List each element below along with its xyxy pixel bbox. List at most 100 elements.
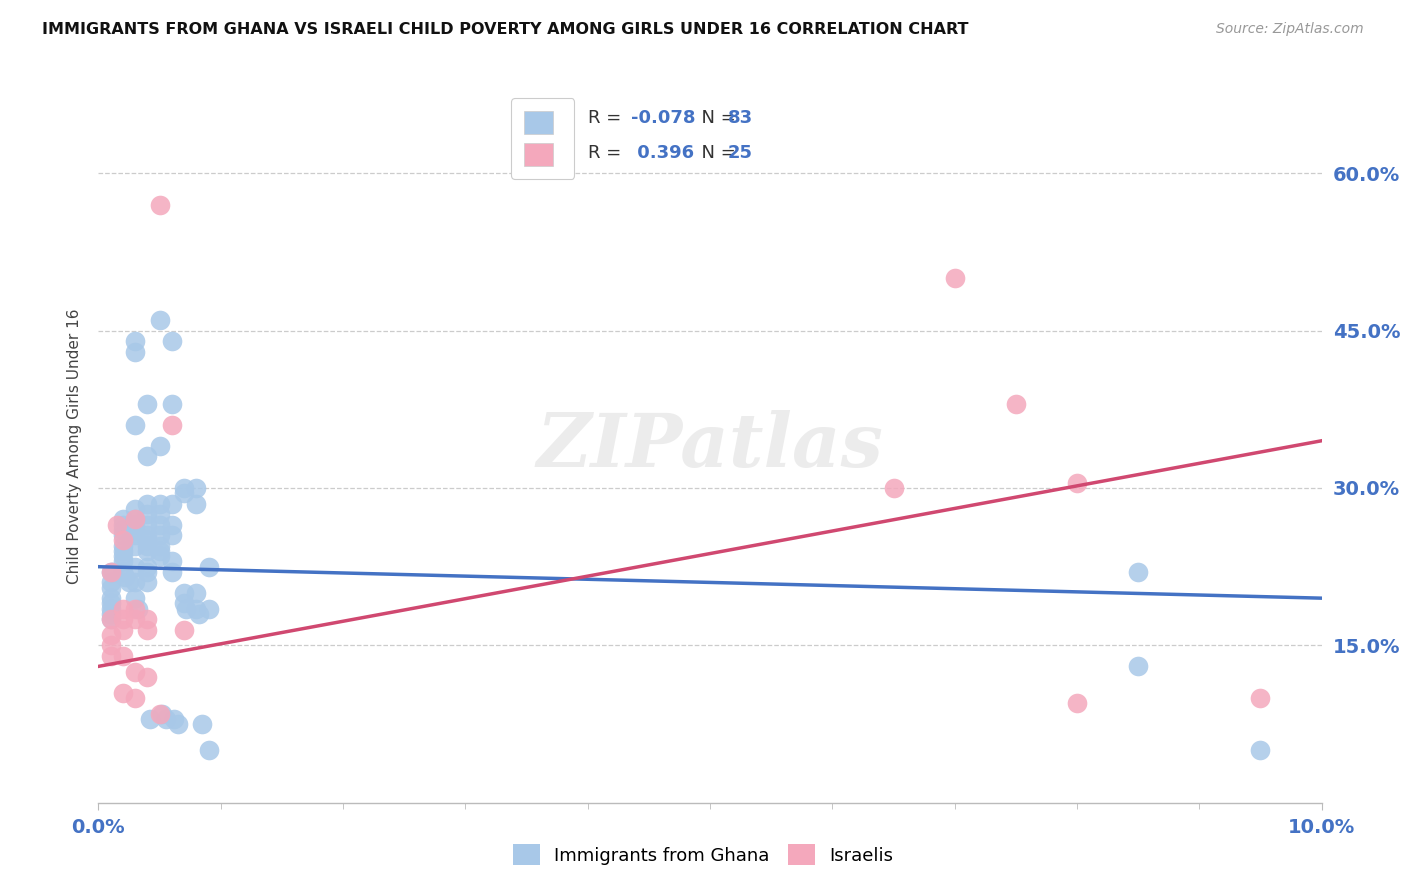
Point — [160, 334, 183, 348]
Point — [1249, 690, 1271, 705]
Point — [136, 507, 159, 521]
Point — [100, 565, 122, 579]
Point — [136, 397, 159, 411]
Point — [186, 586, 208, 600]
Point — [160, 565, 183, 579]
Point — [149, 497, 172, 511]
Point — [186, 481, 208, 495]
Point — [136, 544, 159, 558]
Point — [173, 486, 195, 500]
Point — [136, 575, 159, 590]
Point — [160, 528, 183, 542]
Point — [111, 528, 134, 542]
Point — [149, 313, 172, 327]
Point — [149, 549, 172, 564]
Point — [883, 481, 905, 495]
Point — [136, 533, 159, 548]
Point — [111, 648, 134, 663]
Point — [124, 591, 146, 606]
Point — [124, 512, 146, 526]
Y-axis label: Child Poverty Among Girls Under 16: Child Poverty Among Girls Under 16 — [67, 309, 83, 583]
Point — [124, 528, 146, 542]
Point — [155, 712, 177, 726]
Point — [111, 533, 134, 548]
Point — [124, 539, 146, 553]
Point — [124, 612, 146, 626]
Point — [100, 591, 122, 606]
Point — [136, 450, 159, 464]
Point — [943, 271, 966, 285]
Point — [197, 559, 219, 574]
Point — [173, 481, 195, 495]
Point — [197, 743, 219, 757]
Point — [100, 607, 122, 621]
Text: -0.078: -0.078 — [631, 110, 695, 128]
Point — [124, 690, 146, 705]
Point — [100, 612, 122, 626]
Point — [160, 497, 183, 511]
Point — [124, 517, 146, 532]
Text: R =: R = — [589, 145, 627, 162]
Point — [111, 623, 134, 637]
Point — [191, 717, 214, 731]
Text: 0.396: 0.396 — [631, 145, 693, 162]
Point — [111, 517, 134, 532]
Point — [111, 612, 134, 626]
Point — [111, 549, 134, 564]
Point — [136, 670, 159, 684]
Point — [111, 554, 134, 568]
Point — [100, 581, 122, 595]
Point — [149, 197, 172, 211]
Point — [114, 570, 136, 584]
Point — [136, 623, 159, 637]
Point — [100, 596, 122, 610]
Point — [136, 517, 159, 532]
Point — [160, 554, 183, 568]
Point — [124, 523, 146, 537]
Text: R =: R = — [589, 110, 627, 128]
Point — [100, 648, 122, 663]
Point — [101, 565, 124, 579]
Point — [100, 628, 122, 642]
Point — [160, 397, 183, 411]
Point — [186, 601, 208, 615]
Point — [136, 565, 159, 579]
Point — [111, 523, 134, 537]
Point — [136, 528, 159, 542]
Point — [139, 712, 162, 726]
Text: ZIPatlas: ZIPatlas — [537, 409, 883, 483]
Point — [1128, 659, 1150, 673]
Point — [173, 596, 195, 610]
Point — [176, 601, 198, 615]
Point — [124, 559, 146, 574]
Point — [149, 528, 172, 542]
Point — [173, 586, 195, 600]
Point — [124, 601, 146, 615]
Point — [1249, 743, 1271, 757]
Text: N =: N = — [690, 110, 741, 128]
Point — [136, 539, 159, 553]
Point — [100, 639, 122, 653]
Point — [167, 717, 190, 731]
Point — [111, 539, 134, 553]
Point — [187, 607, 209, 621]
Point — [149, 507, 172, 521]
Point — [1128, 565, 1150, 579]
Point — [163, 712, 186, 726]
Point — [186, 497, 208, 511]
Point — [150, 706, 173, 721]
Point — [127, 601, 149, 615]
Point — [124, 344, 146, 359]
Point — [111, 685, 134, 699]
Point — [149, 517, 172, 532]
Point — [1066, 475, 1088, 490]
Point — [149, 439, 172, 453]
Text: 83: 83 — [728, 110, 752, 128]
Point — [124, 417, 146, 432]
Point — [124, 665, 146, 679]
Point — [149, 706, 172, 721]
Point — [149, 539, 172, 553]
Point — [173, 623, 195, 637]
Point — [111, 565, 134, 579]
Point — [1004, 397, 1026, 411]
